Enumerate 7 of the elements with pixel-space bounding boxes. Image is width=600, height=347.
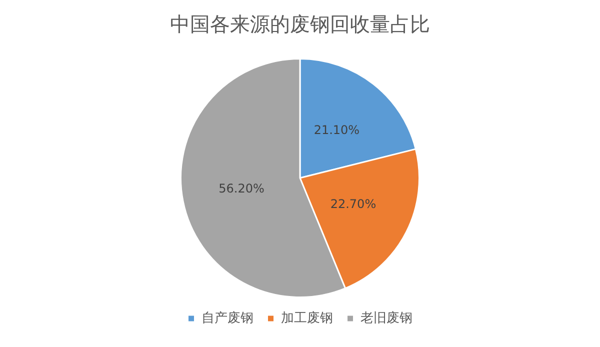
legend-label: 老旧废钢 (360, 310, 412, 326)
legend-label: 加工废钢 (280, 310, 333, 326)
data-label: 21.10% (314, 123, 360, 138)
data-label: 56.20% (218, 182, 264, 196)
chart-title: 中国各来源的废钢回收量占比 (170, 12, 430, 36)
legend-label: 自产废钢 (201, 310, 254, 326)
data-label: 22.70% (330, 197, 376, 212)
